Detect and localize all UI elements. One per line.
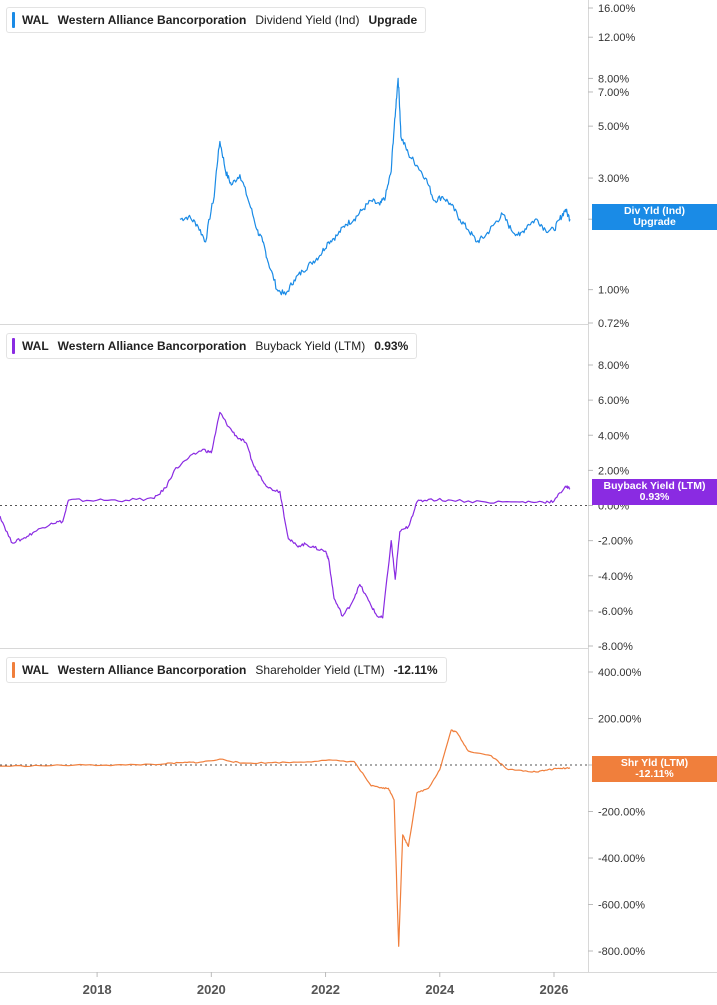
y-tick-label: -4.00% — [598, 571, 633, 583]
x-tick-label: 2020 — [197, 982, 226, 997]
legend-ticker: WAL — [22, 13, 49, 27]
y-tick-label: 5.00% — [598, 121, 629, 133]
legend-value: Upgrade — [368, 13, 418, 27]
tag-line-1: Buyback Yield (LTM) — [603, 480, 706, 492]
y-tick-label: 8.00% — [598, 73, 629, 85]
legend-dividend-yield[interactable]: WAL Western Alliance Bancorporation Divi… — [6, 7, 427, 33]
y-tick-label: 16.00% — [598, 3, 636, 15]
y-tick-label: 6.00% — [598, 395, 629, 407]
y-tick-label: 12.00% — [598, 32, 636, 44]
legend-company: Western Alliance Bancorporation — [57, 339, 247, 353]
legend-ticker: WAL — [22, 339, 49, 353]
legend-shareholder-yield[interactable]: WAL Western Alliance Bancorporation Shar… — [6, 657, 447, 683]
value-tag-dividend-yield: Div Yld (Ind) Upgrade — [592, 204, 717, 230]
y-tick-label: -800.00% — [598, 946, 645, 958]
legend-metric: Dividend Yield (Ind) — [255, 13, 360, 27]
x-tick-label: 2026 — [540, 982, 569, 997]
x-tick-label: 2022 — [311, 982, 340, 997]
legend-company: Western Alliance Bancorporation — [57, 13, 247, 27]
y-tick-label: 8.00% — [598, 360, 629, 372]
series-line-1 — [179, 77, 571, 296]
series-swatch — [12, 662, 15, 678]
legend-value: -12.11% — [393, 663, 438, 677]
value-tag-buyback-yield: Buyback Yield (LTM) 0.93% — [592, 479, 717, 505]
y-tick-label: -200.00% — [598, 807, 645, 819]
y-tick-label: 1.00% — [598, 285, 629, 297]
tag-line-2: -12.11% — [635, 768, 674, 780]
series-line-3 — [0, 729, 571, 947]
y-tick-label: -8.00% — [598, 641, 633, 653]
y-tick-label: 0.72% — [598, 318, 629, 330]
x-tick-label: 2018 — [83, 982, 112, 997]
legend-buyback-yield[interactable]: WAL Western Alliance Bancorporation Buyb… — [6, 333, 418, 359]
y-tick-label: -400.00% — [598, 853, 645, 865]
series-line-2 — [0, 411, 571, 619]
legend-company: Western Alliance Bancorporation — [57, 663, 247, 677]
legend-value: 0.93% — [374, 339, 409, 353]
series-swatch — [12, 12, 15, 28]
y-tick-label: 200.00% — [598, 714, 642, 726]
tag-line-2: 0.93% — [639, 491, 670, 503]
y-tick-label: -6.00% — [598, 606, 633, 618]
value-tag-shareholder-yield: Shr Yld (LTM) -12.11% — [592, 756, 717, 782]
y-tick-label: 2.00% — [598, 465, 629, 477]
series-swatch — [12, 338, 15, 354]
y-tick-label: 400.00% — [598, 667, 642, 679]
legend-ticker: WAL — [22, 663, 49, 677]
x-tick-label: 2024 — [425, 982, 455, 997]
tag-line-2: Upgrade — [633, 216, 676, 228]
y-tick-label: -600.00% — [598, 900, 645, 912]
legend-metric: Shareholder Yield (LTM) — [255, 663, 385, 677]
y-tick-label: 4.00% — [598, 430, 629, 442]
y-tick-label: 3.00% — [598, 173, 629, 185]
legend-metric: Buyback Yield (LTM) — [255, 339, 366, 353]
y-tick-label: 7.00% — [598, 87, 629, 99]
tag-line-1: Shr Yld (LTM) — [620, 757, 689, 769]
y-tick-label: -2.00% — [598, 536, 633, 548]
tag-line-1: Div Yld (Ind) — [623, 205, 686, 217]
